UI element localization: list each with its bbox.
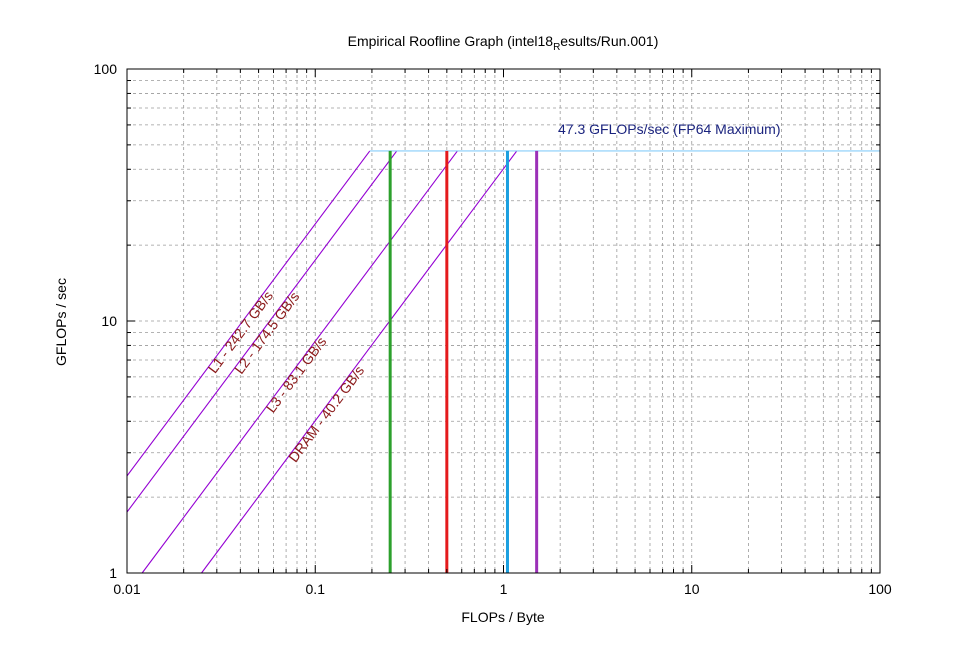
tick-layer: 0.01 0.1 1 10 100 1 10 100 [94,61,892,597]
roof-line-l2 [126,150,398,513]
chart-title-main: Empirical Roofline Graph (intel18 [348,33,554,49]
y-tick-label: 10 [101,313,117,329]
x-tick-label: 0.1 [306,581,326,597]
x-axis-label: FLOPs / Byte [461,609,544,625]
x-tick-label: 100 [868,581,892,597]
roof-line-l1 [126,150,371,477]
major-grid [127,69,880,573]
y-axis-label: GFLOPs / sec [53,278,69,366]
marker-layer [388,150,539,573]
x-tick-label: 1 [500,581,508,597]
x-tick-label: 0.01 [113,581,140,597]
series-layer [126,150,880,574]
y-tick-label: 1 [109,565,117,581]
chart-title: Empirical Roofline Graph (intel18Results… [348,33,659,53]
roof-line-l3 [141,150,458,574]
peak-label: 47.3 GFLOPs/sec (FP64 Maximum) [558,121,781,137]
roof-label-l3: L3 - 83.1 GB/s [263,334,330,416]
chart-title-subscript: R [553,42,560,53]
roof-line-dram [201,150,518,574]
x-tick-label: 10 [684,581,700,597]
y-tick-label: 100 [94,61,118,77]
chart-title-rest: esults/Run.001) [560,33,658,49]
